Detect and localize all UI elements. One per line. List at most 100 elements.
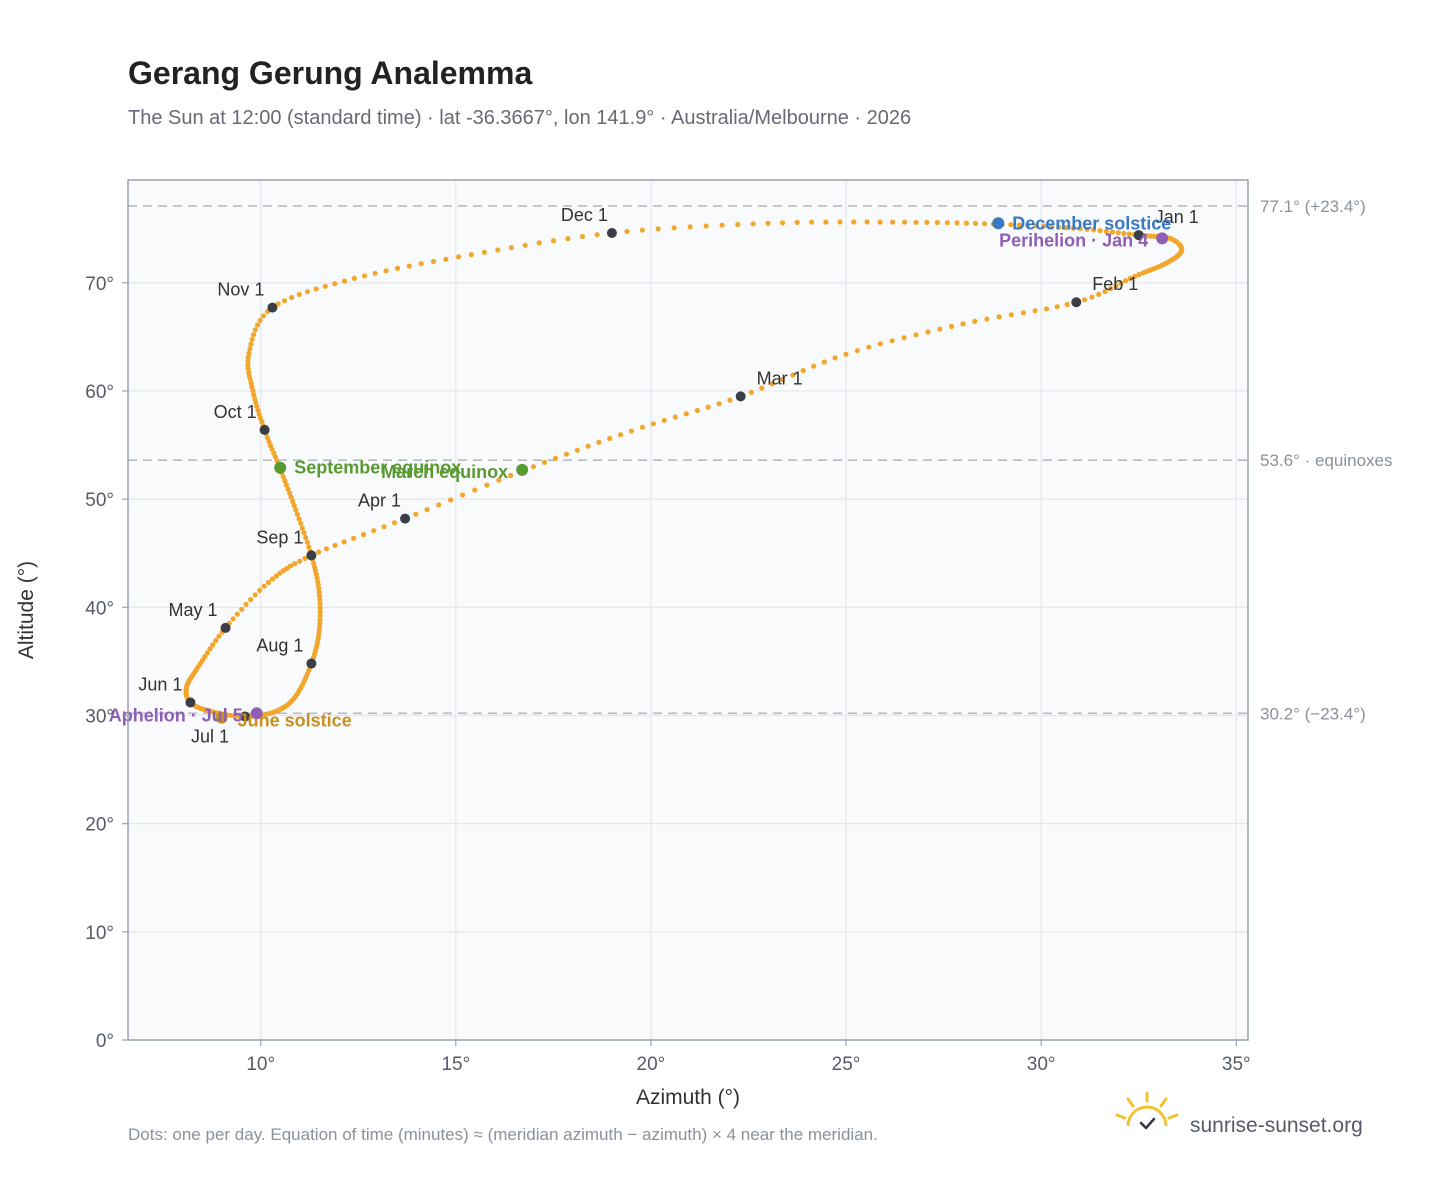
daily-sun-dot	[484, 482, 490, 488]
daily-sun-dot	[216, 633, 222, 639]
daily-sun-dot	[251, 392, 257, 398]
month-marker	[735, 391, 746, 402]
daily-sun-dot	[436, 502, 442, 508]
month-marker	[259, 424, 270, 435]
daily-sun-dot	[245, 366, 251, 372]
sun-logo-icon	[1115, 1091, 1179, 1130]
daily-sun-dot	[596, 439, 602, 445]
daily-sun-dot	[481, 249, 487, 255]
daily-sun-dot	[306, 544, 312, 550]
daily-sun-dot	[672, 414, 678, 420]
daily-sun-dot	[687, 224, 693, 230]
daily-sun-dot	[650, 421, 656, 427]
daily-sun-dot	[496, 477, 502, 483]
daily-sun-dot	[563, 451, 570, 457]
daily-sun-dot	[719, 222, 725, 228]
daily-sun-dot	[508, 245, 514, 251]
daily-sun-dot	[213, 638, 219, 644]
daily-sun-dot	[332, 281, 338, 287]
month-label: Dec 1	[561, 205, 608, 225]
month-label: Jun 1	[138, 674, 182, 694]
daily-sun-dot	[759, 385, 765, 391]
daily-sun-dot	[628, 428, 635, 434]
daily-sun-dot	[243, 601, 249, 608]
daily-sun-dot	[316, 589, 322, 595]
daily-sun-dot	[472, 487, 478, 493]
axis-ticks: 10° 15° 20° 25° 30° 35° 0° 10° 20° 30° 40° 50° 60° 70…	[85, 274, 1250, 1075]
daily-sun-dot	[765, 220, 771, 226]
daily-sun-dot	[282, 478, 288, 484]
daily-sun-dot	[1109, 229, 1115, 235]
daily-sun-dot	[1118, 280, 1124, 286]
daily-sun-dot	[299, 525, 305, 531]
daily-sun-dot	[317, 617, 323, 623]
daily-sun-dot	[290, 498, 296, 504]
daily-sun-dot	[800, 367, 806, 374]
plot-frame	[127, 179, 1249, 1041]
reference-label: 30.2° (−23.4°)	[1260, 704, 1366, 723]
daily-sun-dot	[1127, 275, 1133, 281]
daily-sun-dot	[317, 621, 323, 627]
daily-sun-dot	[252, 327, 258, 333]
daily-sun-dot	[1115, 230, 1121, 236]
daily-sun-dot	[1041, 223, 1047, 229]
reference-label: 53.6° · equinoxes	[1260, 451, 1393, 470]
daily-sun-dot	[372, 270, 378, 276]
month-marker	[220, 622, 231, 633]
daily-sun-dot	[703, 223, 709, 229]
month-marker	[606, 228, 617, 239]
daily-sun-dot	[291, 503, 297, 509]
daily-sun-dot	[381, 524, 387, 530]
x-axis-label: Azimuth (°)	[636, 1086, 740, 1109]
daily-sun-dot	[254, 403, 260, 409]
event-marker	[1156, 232, 1169, 245]
daily-sun-dot	[522, 242, 528, 248]
daily-sun-dot	[1077, 226, 1083, 232]
daily-sun-dot	[1043, 306, 1050, 312]
daily-sun-dot	[748, 389, 754, 395]
daily-sun-dot	[495, 247, 501, 253]
daily-sun-dot	[536, 240, 542, 246]
month-marker	[240, 711, 251, 722]
daily-sun-dot	[821, 359, 827, 365]
daily-sun-dot	[298, 520, 304, 527]
daily-sun-dot	[204, 650, 210, 656]
daily-sun-dot	[371, 528, 377, 534]
daily-sun-dot	[273, 573, 279, 579]
daily-sun-dot	[866, 344, 872, 350]
y-tick-label: 30°	[85, 706, 114, 727]
event-label: Perihelion · Jan 4	[999, 230, 1148, 250]
y-tick-label: 60°	[85, 382, 114, 403]
daily-sun-dot	[750, 221, 756, 227]
daily-sun-dot	[254, 322, 261, 328]
event-label: June solstice	[238, 711, 352, 731]
daily-sun-dot	[639, 227, 646, 233]
daily-sun-dot	[996, 314, 1002, 320]
daily-sun-dot	[809, 219, 815, 225]
daily-sun-dot	[1121, 230, 1127, 236]
daily-sun-dot	[252, 396, 258, 402]
daily-sun-dot	[285, 486, 291, 492]
daily-sun-dot	[207, 646, 213, 652]
grid	[128, 180, 1248, 1041]
daily-sun-dot	[837, 219, 843, 225]
daily-sun-dot	[261, 583, 267, 589]
daily-sun-dot	[316, 549, 322, 555]
chart-title: Gerang Gerung Analemma	[128, 55, 532, 91]
y-axis-label: Altitude (°)	[15, 561, 38, 659]
x-tick-label: 10°	[246, 1054, 275, 1075]
brand-name[interactable]: sunrise-sunset.org	[1190, 1114, 1363, 1137]
daily-sun-dot	[913, 219, 919, 225]
y-tick-label: 50°	[85, 490, 114, 511]
daily-sun-dot	[277, 570, 283, 576]
event-label: December solstice	[1012, 213, 1171, 233]
daily-sun-dot	[624, 228, 630, 235]
daily-sun-dot	[924, 219, 930, 225]
daily-sun-dot	[1102, 288, 1108, 295]
daily-sun-dot	[245, 362, 251, 368]
daily-sun-dot	[1081, 297, 1088, 303]
month-marker	[1071, 297, 1082, 308]
daily-sun-dot	[230, 616, 236, 622]
